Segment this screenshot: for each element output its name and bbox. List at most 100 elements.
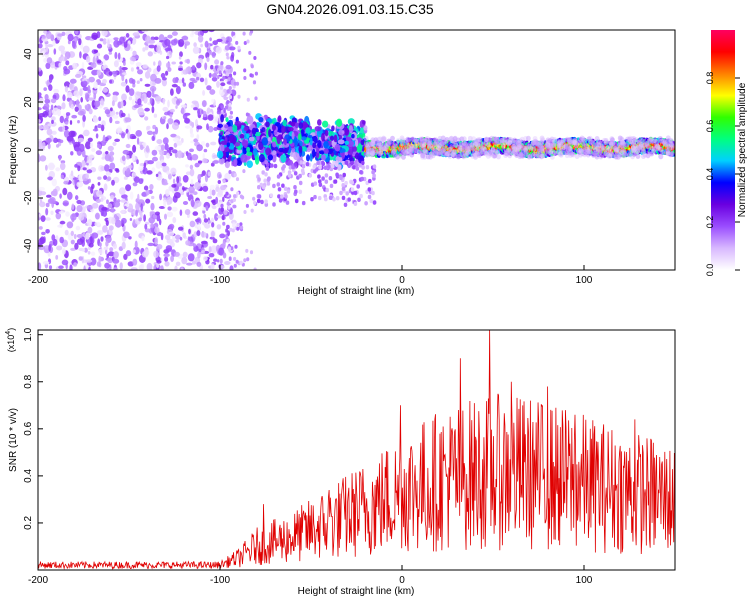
heatmap-noise-blob [136,66,140,70]
heatmap-noise-blob [151,167,156,173]
heatmap-noise-blob [204,62,208,71]
heatmap-transition-blob [299,160,304,165]
heatmap-transition-blob [360,139,365,146]
heatmap-noise-blob [68,130,76,138]
heatmap-noise-blob [131,153,136,162]
heatmap-transition-blob [338,129,345,136]
heatmap-noise-blob [220,61,224,66]
heatmap-noise-blob [210,263,215,270]
heatmap-noise-blob [108,51,113,55]
heatmap-noise-blob [136,159,139,165]
heatmap-noise-blob [236,191,240,196]
heatmap-noise-blob [41,35,46,39]
heatmap-noise-blob [122,149,130,155]
heatmap-noise-blob [151,135,155,141]
heatmap-noise-blob [196,144,203,152]
heatmap-noise-blob [47,176,53,181]
heatmap-transition-blob [300,129,305,135]
heatmap-noise-blob [185,67,188,75]
heatmap-transition-blob [344,140,349,145]
heatmap-noise-blob [38,262,42,270]
heatmap-noise-blob [219,265,225,269]
heatmap-noise-blob [228,256,232,262]
heatmap-noise-blob [109,162,116,170]
heatmap-noise-blob [151,106,155,114]
heatmap-noise-blob [77,165,81,172]
heatmap-noise-blob [45,202,50,208]
heatmap-noise-blob [182,201,189,205]
heatmap-noise-blob [104,109,111,115]
heatmap-noise-blob [70,151,74,156]
heatmap-noise-blob [97,182,101,186]
heatmap-noise-blob [43,245,50,249]
heatmap-noise-blob [40,47,46,55]
heatmap-noise-blob [169,113,173,118]
heatmap-noise-blob [40,215,46,223]
heatmap-noise-blob [167,34,173,39]
heatmap-noise-blob [245,112,249,117]
heatmap-transition-blob [353,201,358,206]
heatmap-transition-blob [248,136,255,142]
heatmap-noise-blob [113,37,119,41]
heatmap-noise-blob [169,108,175,113]
heatmap-noise-blob [245,248,249,253]
heatmap-noise-blob [102,87,109,93]
heatmap-transition-blob [360,176,365,182]
heatmap-noise-blob [59,162,66,171]
heatmap-transition-blob [358,163,362,168]
heatmap-noise-blob [212,160,219,164]
heatmap-noise-blob [95,150,103,156]
heatmap-noise-blob [113,243,117,250]
heatmap-transition-blob [341,183,346,188]
heatmap-noise-blob [104,164,110,172]
heatmap-noise-blob [52,39,56,47]
heatmap-noise-blob [62,200,69,207]
heatmap-noise-blob [57,224,63,228]
heatmap-noise-blob [200,231,207,238]
heatmap-noise-blob [129,191,134,200]
heatmap-noise-blob [120,209,125,214]
heatmap-noise-blob [154,226,160,234]
heatmap-transition-blob [357,197,361,202]
heatmap-noise-blob [188,81,195,89]
heatmap-noise-blob [191,65,196,71]
heatmap-noise-blob [172,122,179,130]
heatmap-transition-blob [259,182,264,188]
heatmap-noise-blob [39,155,47,162]
heatmap-noise-blob [161,77,167,81]
heatmap-noise-blob [59,193,62,199]
heatmap-transition-blob [372,173,376,178]
heatmap-noise-blob [102,134,106,143]
heatmap-noise-blob [130,67,134,72]
heatmap-transition-blob [298,122,304,129]
heatmap-noise-blob [76,199,82,205]
heatmap-noise-blob [86,205,93,210]
heatmap-noise-blob [197,108,201,117]
heatmap-noise-blob [85,259,93,263]
heatmap-transition-blob [282,119,287,127]
heatmap-noise-blob [235,177,240,182]
heatmap-transition-blob [356,184,361,189]
heatmap-noise-blob [200,43,204,48]
heatmap-noise-blob [146,125,151,130]
heatmap-noise-blob [181,256,188,265]
heatmap-noise-blob [168,146,174,151]
heatmap-transition-blob [300,168,305,173]
heatmap-transition-blob [258,117,264,123]
heatmap-noise-blob [70,230,75,236]
heatmap-noise-blob [211,73,218,78]
heatmap-noise-blob [43,103,50,110]
heatmap-noise-blob [145,145,150,153]
heatmap-noise-blob [189,127,193,135]
heatmap-noise-blob [76,181,84,188]
heatmap-noise-blob [67,191,73,200]
heatmap-noise-blob [101,65,107,70]
heatmap-transition-blob [331,164,335,169]
heatmap-noise-blob [202,158,208,164]
heatmap-noise-blob [53,48,57,55]
heatmap-noise-blob [217,188,223,196]
heatmap-noise-blob [223,96,229,101]
heatmap-noise-blob [156,260,162,264]
heatmap-noise-blob [67,91,73,99]
heatmap-noise-blob [86,169,93,174]
